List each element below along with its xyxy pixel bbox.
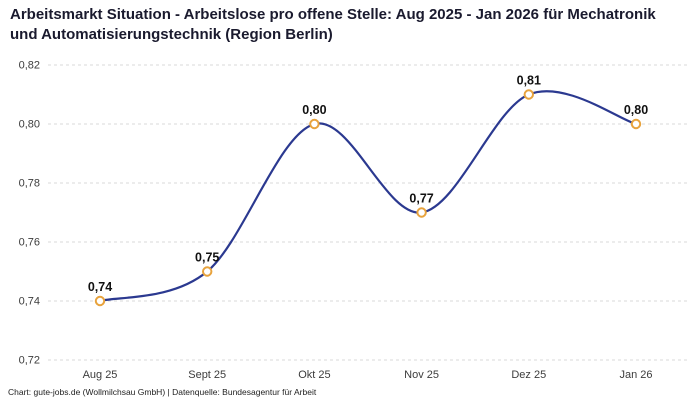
- data-point-label: 0,80: [624, 103, 648, 117]
- data-point-marker: [202, 266, 213, 277]
- data-point-label: 0,81: [517, 74, 541, 88]
- data-point-marker: [630, 118, 642, 130]
- y-tick-label: 0,72: [19, 355, 40, 367]
- data-point-label: 0,80: [302, 103, 326, 117]
- series-line: [98, 90, 638, 303]
- data-point-marker: [94, 295, 106, 307]
- x-tick-label: Okt 25: [298, 369, 330, 381]
- x-tick-label: Jan 26: [619, 369, 652, 381]
- chart-title: Arbeitsmarkt Situation - Arbeitslose pro…: [10, 6, 656, 44]
- data-point-marker: [309, 118, 320, 130]
- y-tick-label: 0,78: [19, 178, 40, 190]
- line-chart: 0,72 0,74 0,76 0,78 0,80 0,82 Aug 25 Sept 25 Okt…: [19, 60, 688, 381]
- data-point-marker: [416, 207, 427, 218]
- y-tick-label: 0,82: [19, 60, 40, 72]
- y-tick-label: 0,76: [19, 237, 40, 249]
- data-point-label: 0,74: [88, 280, 112, 294]
- y-tick-label: 0,80: [19, 119, 40, 131]
- x-tick-label: Sept 25: [188, 369, 226, 381]
- chart-footer: Chart: gute-jobs.de (Wollmilchsau GmbH) …: [8, 387, 317, 397]
- data-point-marker: [523, 89, 534, 100]
- x-tick-label: Nov 25: [404, 369, 439, 381]
- data-point-label: 0,75: [195, 251, 219, 265]
- y-tick-label: 0,74: [19, 296, 40, 308]
- x-tick-label: Dez 25: [511, 369, 546, 381]
- x-tick-label: Aug 25: [83, 369, 118, 381]
- data-point-label: 0,77: [409, 192, 433, 206]
